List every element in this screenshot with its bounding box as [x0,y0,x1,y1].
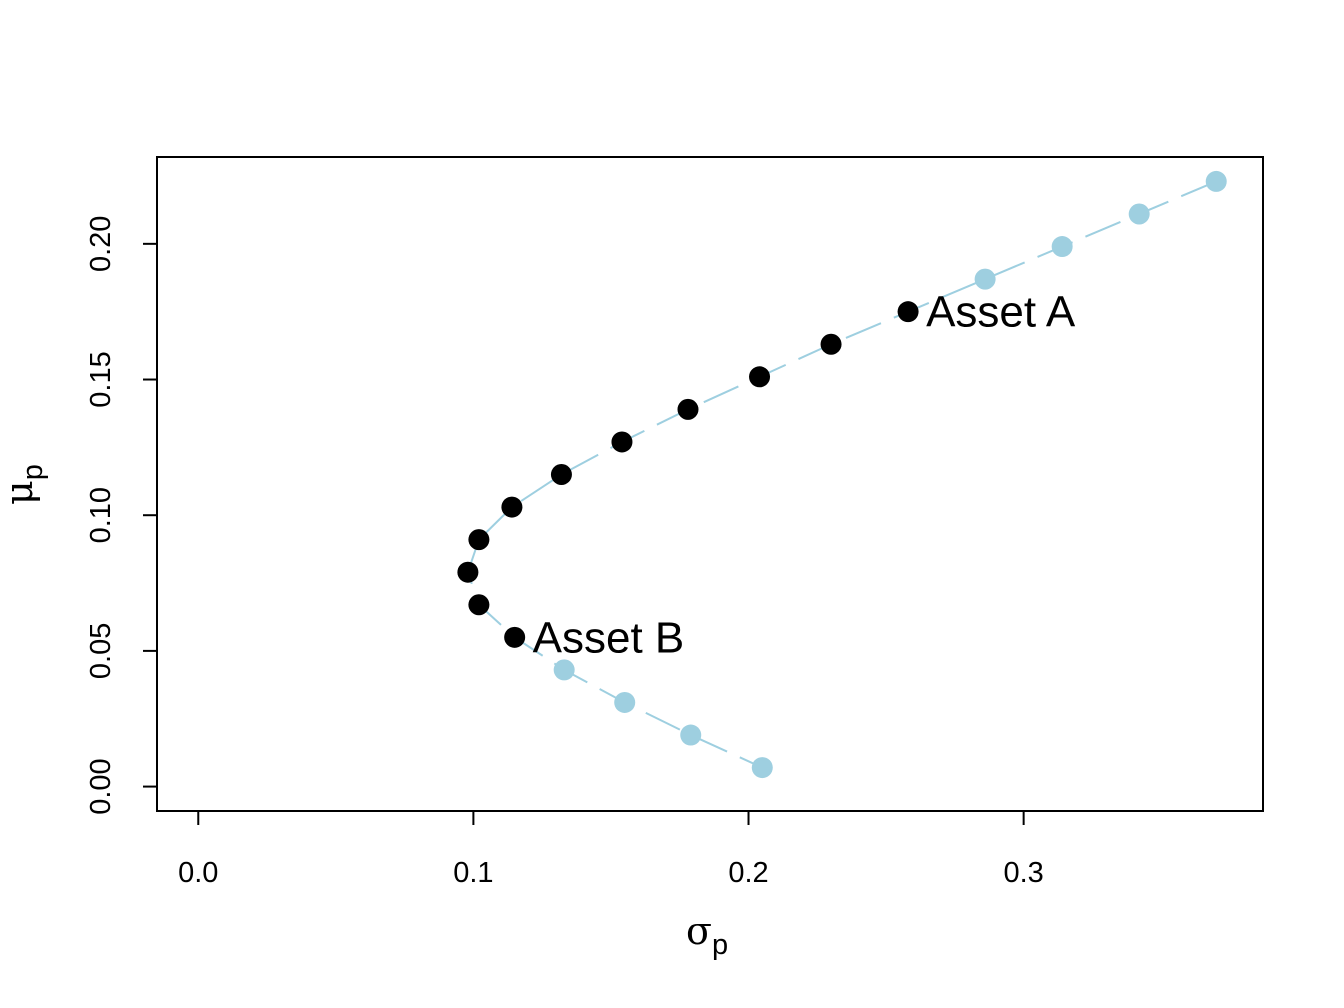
plot-frame [156,156,1264,812]
data-point [1128,203,1150,225]
annotation-label: Asset A [926,288,1076,337]
data-point [751,757,773,779]
data-point [680,724,702,746]
data-point [468,529,490,551]
data-point [501,496,523,518]
x-tick-label: 0.1 [453,857,493,889]
data-point [614,691,636,713]
data-point [504,626,526,648]
y-tick-label: 0.10 [85,487,117,543]
data-point [1205,170,1227,192]
data-point [677,398,699,420]
data-point [1051,236,1073,258]
x-tick-label: 0.3 [1003,857,1043,889]
data-point [550,464,572,486]
data-point [820,333,842,355]
data-point [468,594,490,616]
x-tick-label: 0.2 [728,857,768,889]
data-point [457,561,479,583]
data-point [553,659,575,681]
frontier-line [466,180,1217,769]
x-tick-label: 0.0 [178,857,218,889]
data-point [897,301,919,323]
y-tick-label: 0.00 [85,758,117,814]
y-tick-label: 0.20 [85,216,117,272]
y-axis: 0.00 0.05 0.10 0.15 0.20 [85,216,158,815]
x-axis: 0.0 0.1 0.2 0.3 [178,810,1044,889]
data-point [749,366,771,388]
annotations: Asset A Asset B [533,288,1076,663]
annotation-label: Asset B [533,613,685,662]
y-axis-title: μp [0,464,49,505]
data-point [974,268,996,290]
y-tick-label: 0.15 [85,351,117,407]
x-axis-title: σp [686,909,728,961]
data-point [611,431,633,453]
y-tick-label: 0.05 [85,623,117,679]
data-points [457,170,1227,779]
